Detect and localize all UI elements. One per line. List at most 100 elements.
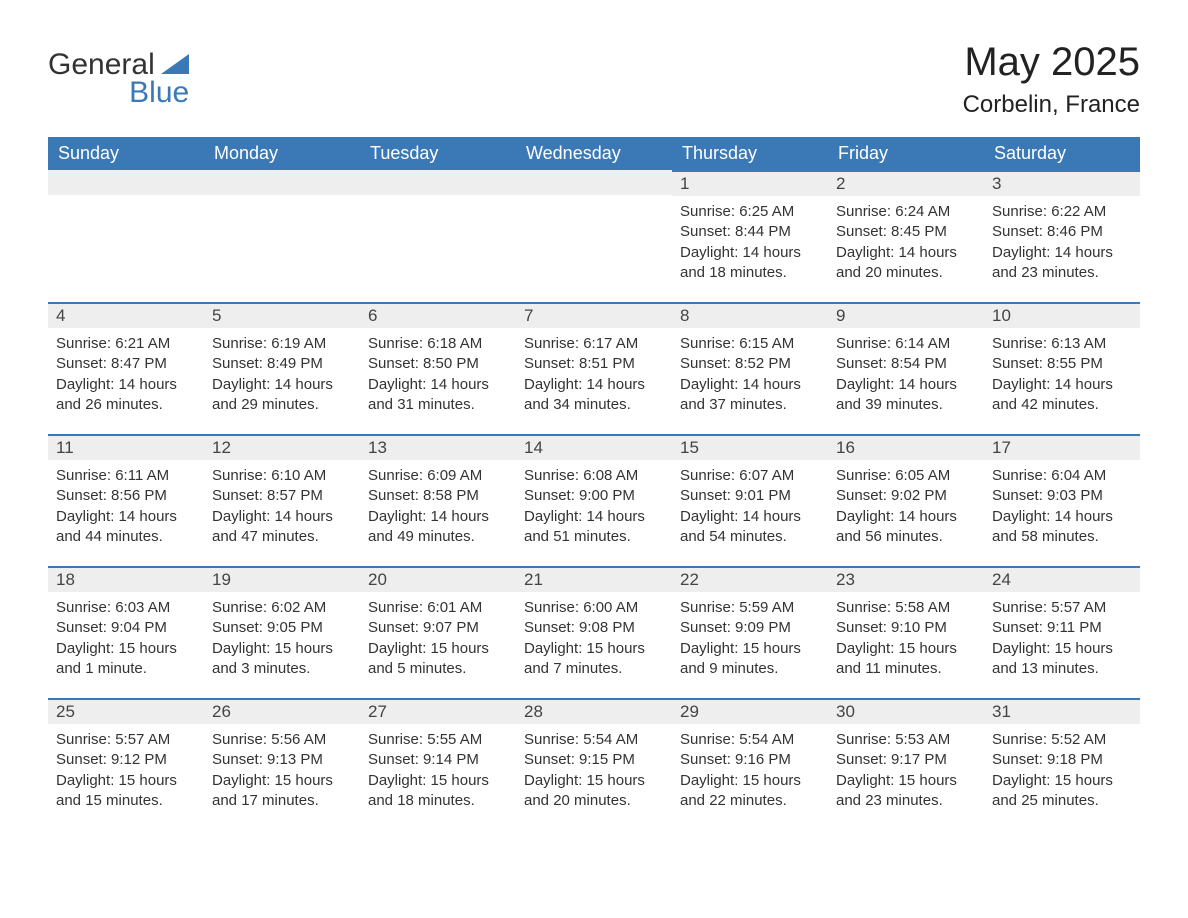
- sunrise-line: Sunrise: 6:05 AM: [836, 466, 976, 486]
- sunset-line: Sunset: 9:11 PM: [992, 618, 1132, 638]
- day-cell: 23Sunrise: 5:58 AMSunset: 9:10 PMDayligh…: [828, 566, 984, 689]
- day-body: Sunrise: 6:04 AMSunset: 9:03 PMDaylight:…: [984, 460, 1140, 547]
- day-number: 2: [828, 170, 984, 196]
- day-body: Sunrise: 6:19 AMSunset: 8:49 PMDaylight:…: [204, 328, 360, 415]
- day-number: 8: [672, 302, 828, 328]
- header-area: General Blue May 2025 Corbelin, France: [48, 40, 1140, 119]
- day-body: Sunrise: 6:00 AMSunset: 9:08 PMDaylight:…: [516, 592, 672, 679]
- sunrise-line: Sunrise: 6:22 AM: [992, 202, 1132, 222]
- sunrise-line: Sunrise: 6:21 AM: [56, 334, 196, 354]
- weekday-header: Thursday: [672, 137, 828, 170]
- sunrise-line: Sunrise: 6:10 AM: [212, 466, 352, 486]
- daylight-line: Daylight: 14 hours and 34 minutes.: [524, 375, 664, 416]
- calendar-week-row: 25Sunrise: 5:57 AMSunset: 9:12 PMDayligh…: [48, 698, 1140, 830]
- calendar-cell: 10Sunrise: 6:13 AMSunset: 8:55 PMDayligh…: [984, 302, 1140, 434]
- day-cell: [204, 170, 360, 205]
- day-cell: 5Sunrise: 6:19 AMSunset: 8:49 PMDaylight…: [204, 302, 360, 425]
- day-cell: 22Sunrise: 5:59 AMSunset: 9:09 PMDayligh…: [672, 566, 828, 689]
- daylight-line: Daylight: 15 hours and 15 minutes.: [56, 771, 196, 812]
- day-number: 24: [984, 566, 1140, 592]
- daylight-line: Daylight: 14 hours and 39 minutes.: [836, 375, 976, 416]
- day-cell: 4Sunrise: 6:21 AMSunset: 8:47 PMDaylight…: [48, 302, 204, 425]
- day-number: 1: [672, 170, 828, 196]
- day-cell: 24Sunrise: 5:57 AMSunset: 9:11 PMDayligh…: [984, 566, 1140, 689]
- sunset-line: Sunset: 9:14 PM: [368, 750, 508, 770]
- day-cell: 30Sunrise: 5:53 AMSunset: 9:17 PMDayligh…: [828, 698, 984, 821]
- daylight-line: Daylight: 14 hours and 42 minutes.: [992, 375, 1132, 416]
- day-cell: 16Sunrise: 6:05 AMSunset: 9:02 PMDayligh…: [828, 434, 984, 557]
- day-body: Sunrise: 6:11 AMSunset: 8:56 PMDaylight:…: [48, 460, 204, 547]
- day-body: Sunrise: 5:53 AMSunset: 9:17 PMDaylight:…: [828, 724, 984, 811]
- calendar-cell: [516, 170, 672, 302]
- daylight-line: Daylight: 15 hours and 23 minutes.: [836, 771, 976, 812]
- sunset-line: Sunset: 9:13 PM: [212, 750, 352, 770]
- daylight-line: Daylight: 15 hours and 17 minutes.: [212, 771, 352, 812]
- day-cell: 27Sunrise: 5:55 AMSunset: 9:14 PMDayligh…: [360, 698, 516, 821]
- day-number: 6: [360, 302, 516, 328]
- sunrise-line: Sunrise: 6:15 AM: [680, 334, 820, 354]
- daylight-line: Daylight: 14 hours and 29 minutes.: [212, 375, 352, 416]
- sunset-line: Sunset: 9:17 PM: [836, 750, 976, 770]
- calendar-cell: 29Sunrise: 5:54 AMSunset: 9:16 PMDayligh…: [672, 698, 828, 830]
- day-body: Sunrise: 6:18 AMSunset: 8:50 PMDaylight:…: [360, 328, 516, 415]
- daylight-line: Daylight: 14 hours and 31 minutes.: [368, 375, 508, 416]
- empty-day-header: [204, 170, 360, 195]
- day-number: 16: [828, 434, 984, 460]
- calendar-cell: 20Sunrise: 6:01 AMSunset: 9:07 PMDayligh…: [360, 566, 516, 698]
- sunset-line: Sunset: 8:56 PM: [56, 486, 196, 506]
- daylight-line: Daylight: 15 hours and 1 minute.: [56, 639, 196, 680]
- calendar-cell: 15Sunrise: 6:07 AMSunset: 9:01 PMDayligh…: [672, 434, 828, 566]
- sunset-line: Sunset: 8:58 PM: [368, 486, 508, 506]
- day-body: Sunrise: 6:05 AMSunset: 9:02 PMDaylight:…: [828, 460, 984, 547]
- daylight-line: Daylight: 15 hours and 9 minutes.: [680, 639, 820, 680]
- calendar-week-row: 11Sunrise: 6:11 AMSunset: 8:56 PMDayligh…: [48, 434, 1140, 566]
- day-cell: 21Sunrise: 6:00 AMSunset: 9:08 PMDayligh…: [516, 566, 672, 689]
- calendar-table: SundayMondayTuesdayWednesdayThursdayFrid…: [48, 137, 1140, 830]
- weekday-header: Wednesday: [516, 137, 672, 170]
- sunrise-line: Sunrise: 5:52 AM: [992, 730, 1132, 750]
- logo-text-block: General Blue: [48, 48, 189, 108]
- day-body: Sunrise: 6:21 AMSunset: 8:47 PMDaylight:…: [48, 328, 204, 415]
- calendar-cell: 16Sunrise: 6:05 AMSunset: 9:02 PMDayligh…: [828, 434, 984, 566]
- day-body: Sunrise: 6:10 AMSunset: 8:57 PMDaylight:…: [204, 460, 360, 547]
- calendar-cell: 11Sunrise: 6:11 AMSunset: 8:56 PMDayligh…: [48, 434, 204, 566]
- daylight-line: Daylight: 14 hours and 23 minutes.: [992, 243, 1132, 284]
- daylight-line: Daylight: 15 hours and 7 minutes.: [524, 639, 664, 680]
- calendar-cell: 27Sunrise: 5:55 AMSunset: 9:14 PMDayligh…: [360, 698, 516, 830]
- daylight-line: Daylight: 15 hours and 13 minutes.: [992, 639, 1132, 680]
- sunrise-line: Sunrise: 6:24 AM: [836, 202, 976, 222]
- daylight-line: Daylight: 14 hours and 51 minutes.: [524, 507, 664, 548]
- sunset-line: Sunset: 9:05 PM: [212, 618, 352, 638]
- calendar-cell: 26Sunrise: 5:56 AMSunset: 9:13 PMDayligh…: [204, 698, 360, 830]
- sunrise-line: Sunrise: 5:59 AM: [680, 598, 820, 618]
- sunrise-line: Sunrise: 6:09 AM: [368, 466, 508, 486]
- day-body: Sunrise: 5:55 AMSunset: 9:14 PMDaylight:…: [360, 724, 516, 811]
- empty-day-header: [48, 170, 204, 195]
- calendar-cell: 7Sunrise: 6:17 AMSunset: 8:51 PMDaylight…: [516, 302, 672, 434]
- day-body: Sunrise: 6:03 AMSunset: 9:04 PMDaylight:…: [48, 592, 204, 679]
- sunset-line: Sunset: 8:55 PM: [992, 354, 1132, 374]
- day-body: Sunrise: 5:54 AMSunset: 9:15 PMDaylight:…: [516, 724, 672, 811]
- daylight-line: Daylight: 15 hours and 18 minutes.: [368, 771, 508, 812]
- day-body: Sunrise: 5:56 AMSunset: 9:13 PMDaylight:…: [204, 724, 360, 811]
- day-body: Sunrise: 6:09 AMSunset: 8:58 PMDaylight:…: [360, 460, 516, 547]
- sunset-line: Sunset: 9:16 PM: [680, 750, 820, 770]
- day-cell: 19Sunrise: 6:02 AMSunset: 9:05 PMDayligh…: [204, 566, 360, 689]
- day-number: 30: [828, 698, 984, 724]
- sunrise-line: Sunrise: 6:17 AM: [524, 334, 664, 354]
- sunrise-line: Sunrise: 6:04 AM: [992, 466, 1132, 486]
- day-number: 25: [48, 698, 204, 724]
- day-number: 28: [516, 698, 672, 724]
- calendar-cell: 24Sunrise: 5:57 AMSunset: 9:11 PMDayligh…: [984, 566, 1140, 698]
- day-cell: 12Sunrise: 6:10 AMSunset: 8:57 PMDayligh…: [204, 434, 360, 557]
- day-cell: 20Sunrise: 6:01 AMSunset: 9:07 PMDayligh…: [360, 566, 516, 689]
- sunset-line: Sunset: 8:45 PM: [836, 222, 976, 242]
- calendar-cell: 28Sunrise: 5:54 AMSunset: 9:15 PMDayligh…: [516, 698, 672, 830]
- calendar-cell: 19Sunrise: 6:02 AMSunset: 9:05 PMDayligh…: [204, 566, 360, 698]
- sunset-line: Sunset: 9:09 PM: [680, 618, 820, 638]
- day-cell: 31Sunrise: 5:52 AMSunset: 9:18 PMDayligh…: [984, 698, 1140, 821]
- day-body: Sunrise: 6:24 AMSunset: 8:45 PMDaylight:…: [828, 196, 984, 283]
- calendar-cell: 23Sunrise: 5:58 AMSunset: 9:10 PMDayligh…: [828, 566, 984, 698]
- day-cell: 1Sunrise: 6:25 AMSunset: 8:44 PMDaylight…: [672, 170, 828, 293]
- day-cell: 10Sunrise: 6:13 AMSunset: 8:55 PMDayligh…: [984, 302, 1140, 425]
